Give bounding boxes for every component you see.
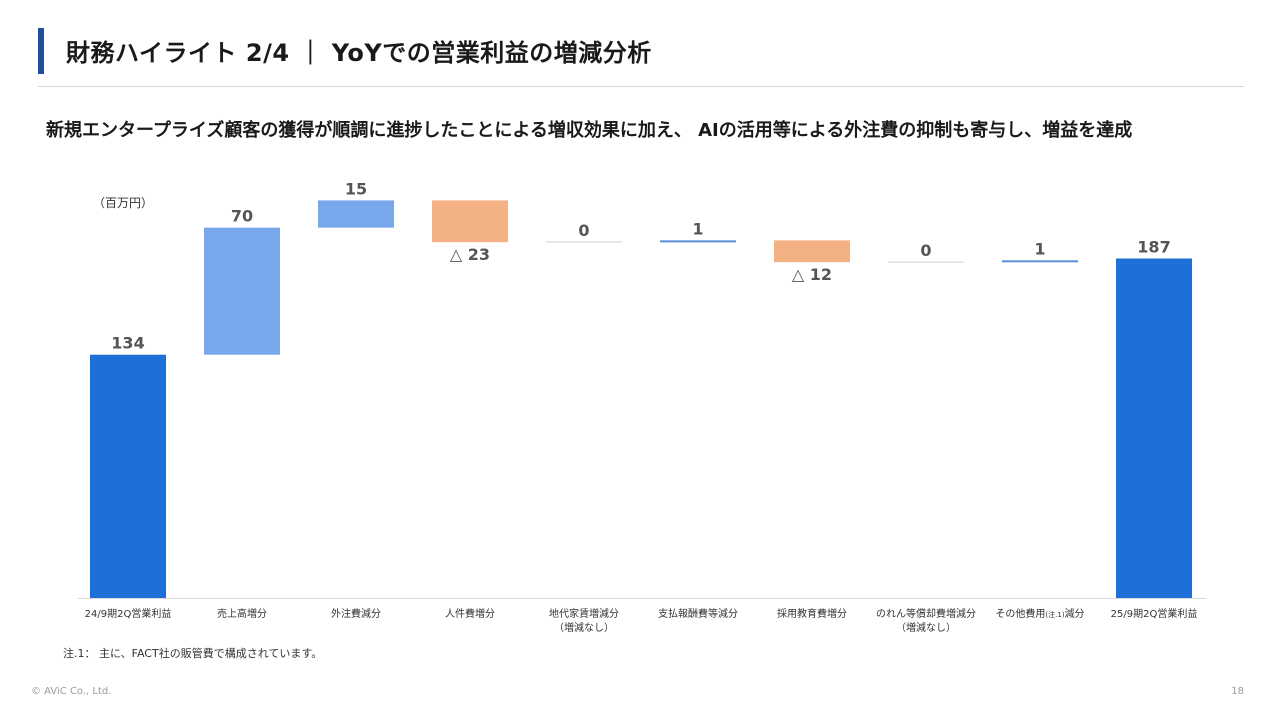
bar-3 — [318, 200, 394, 228]
bar-9 — [1002, 260, 1078, 263]
bar-5-value-label: 0 — [578, 221, 589, 240]
bar-8-value-label: 0 — [920, 241, 931, 260]
headline: 新規エンタープライズ顧客の獲得が順調に進捗したことによる増収効果に加え、 AIの… — [46, 120, 1133, 141]
bar-3-value-label: 15 — [345, 179, 367, 198]
bar-9-category-label: その他費用(注.1)減分 — [995, 607, 1084, 620]
bar-8-category-label: のれん等償却費増減分 — [876, 607, 976, 620]
bar-6 — [660, 240, 736, 243]
footnote: 注.1： 主に、FACT社の販管費で構成されています。 — [63, 647, 323, 660]
bar-2 — [204, 227, 280, 355]
bar-10-value-label: 187 — [1137, 238, 1170, 257]
bar-4-value-label: △ 23 — [450, 245, 490, 264]
bar-1 — [90, 354, 166, 598]
copyright: © AViC Co., Ltd. — [31, 686, 112, 697]
title-divider — [38, 86, 1244, 87]
bar-7-value-label: △ 12 — [792, 265, 832, 284]
bar-9-value-label: 1 — [1034, 239, 1045, 258]
bar-10 — [1116, 258, 1192, 598]
bar-2-value-label: 70 — [231, 207, 253, 226]
bar-6-category-label: 支払報酬費等減分 — [658, 607, 738, 620]
bar-1-category-label: 24/9期2Q営業利益 — [85, 607, 172, 620]
page-title: 財務ハイライト 2/4 ｜ YoYでの営業利益の増減分析 — [66, 39, 652, 67]
bar-7 — [774, 240, 850, 263]
bar-2-category-label: 売上高増分 — [217, 607, 267, 620]
bar-5-category-label: 地代家賃増減分 — [549, 607, 619, 620]
bar-4-category-label: 人件費増分 — [445, 607, 495, 620]
title-accent-bar — [38, 28, 44, 74]
bar-8-category-sublabel: （増減なし） — [896, 621, 956, 634]
bar-6-value-label: 1 — [692, 219, 703, 238]
bar-4 — [432, 200, 508, 243]
bar-7-category-label: 採用教育費増分 — [777, 607, 847, 620]
unit-label: （百万円） — [93, 196, 154, 210]
page-number: 18 — [1231, 686, 1244, 697]
bar-1-value-label: 134 — [111, 334, 144, 353]
bar-5-category-sublabel: （増減なし） — [554, 621, 614, 634]
bar-3-category-label: 外注費減分 — [331, 607, 381, 620]
bar-10-category-label: 25/9期2Q営業利益 — [1111, 607, 1198, 620]
